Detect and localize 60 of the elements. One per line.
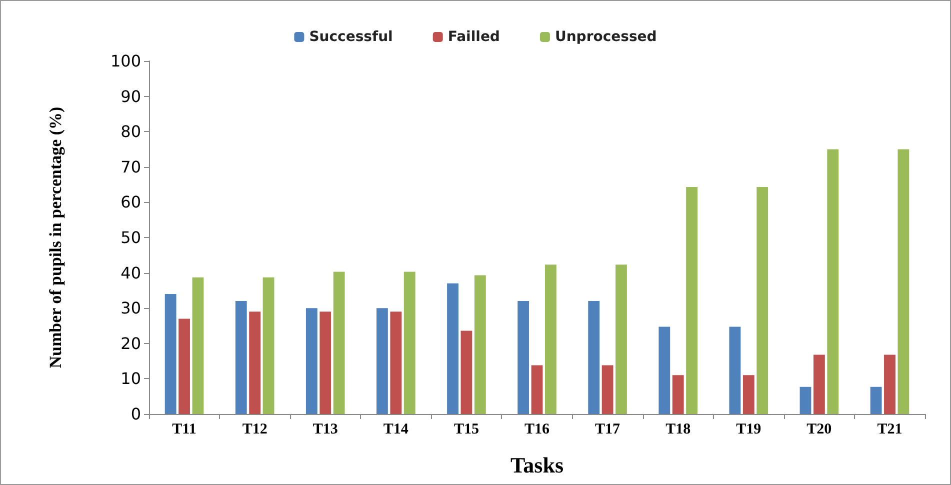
- y-tick-label: 100: [110, 52, 141, 70]
- bar: [800, 386, 812, 414]
- bar: [164, 294, 176, 414]
- bar: [320, 312, 332, 414]
- y-tick-label: 50: [120, 228, 141, 247]
- x-tick-label: T16: [524, 422, 550, 438]
- bar: [518, 301, 530, 414]
- bar: [460, 330, 472, 414]
- x-tick-label: T21: [877, 422, 902, 438]
- bar: [262, 277, 274, 414]
- y-tick-label: 90: [120, 86, 141, 106]
- x-axis-title: Tasks: [510, 452, 564, 478]
- y-tick-label: 80: [120, 122, 141, 142]
- bar: [813, 354, 825, 414]
- x-tick-label: T12: [242, 422, 268, 438]
- bar: [544, 264, 556, 414]
- bar: [376, 308, 388, 414]
- bar: [898, 149, 910, 414]
- bar: [390, 312, 402, 414]
- bar: [447, 283, 458, 414]
- x-tick-label: T20: [806, 422, 832, 438]
- legend-label: Failled: [448, 29, 500, 45]
- bar: [404, 272, 416, 414]
- bar: [474, 275, 486, 414]
- legend-label: Successful: [309, 29, 393, 45]
- bar: [870, 386, 882, 414]
- bar: [178, 318, 190, 414]
- y-tick-label: 10: [120, 369, 141, 388]
- x-tick-label: T13: [312, 422, 338, 438]
- bar: [531, 365, 543, 414]
- y-axis-title: Number of pupils in percentage (%): [46, 106, 65, 368]
- bar: [616, 264, 627, 414]
- y-tick-label: 40: [120, 263, 141, 282]
- legend-label: Unprocessed: [554, 29, 657, 45]
- bar: [249, 312, 261, 414]
- x-tick-label: T11: [172, 422, 196, 438]
- bar: [306, 308, 318, 414]
- bar: [672, 375, 684, 414]
- bar: [827, 149, 839, 414]
- y-tick-label: 70: [120, 157, 141, 176]
- y-tick-label: 60: [120, 192, 141, 212]
- x-tick-label: T19: [736, 422, 762, 438]
- bar: [333, 272, 345, 414]
- bar: [884, 354, 896, 414]
- bar: [742, 375, 754, 414]
- x-tick-label: T18: [666, 422, 691, 438]
- bar: [235, 301, 247, 414]
- bar: [658, 326, 670, 414]
- bar: [192, 277, 204, 414]
- bar: [602, 365, 614, 414]
- bar: [729, 326, 741, 414]
- y-tick-label: 20: [120, 334, 141, 353]
- y-tick-label: 30: [120, 298, 141, 318]
- x-tick-label: T15: [454, 422, 479, 438]
- x-tick-label: T14: [383, 422, 409, 438]
- bar: [686, 187, 698, 414]
- bar: [756, 187, 768, 414]
- x-tick-label: T17: [595, 422, 621, 438]
- bar: [588, 301, 600, 414]
- y-tick-label: 0: [130, 404, 141, 424]
